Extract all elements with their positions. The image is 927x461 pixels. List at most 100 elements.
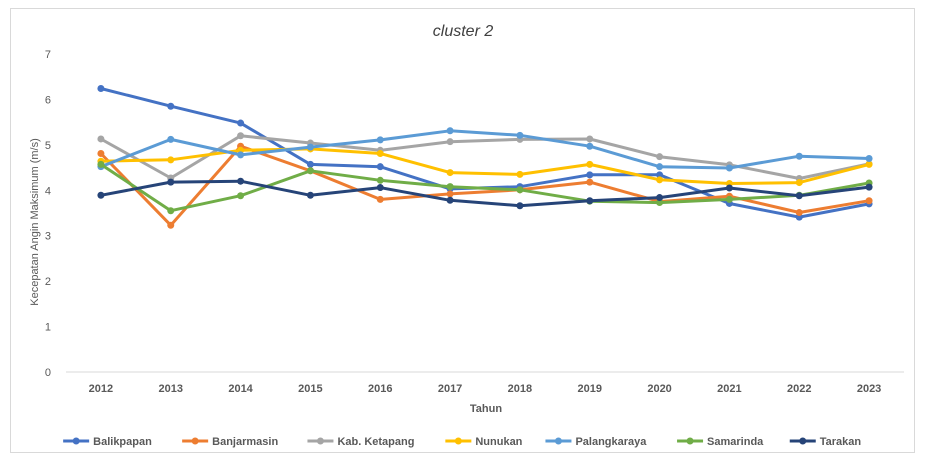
data-point [167, 156, 175, 164]
series-line [100, 179, 870, 208]
data-point [656, 176, 664, 184]
legend-swatch-marker [72, 437, 80, 445]
data-point [586, 135, 594, 143]
legend: Balikpapan Banjarmasin Kab. Ketapang Nunuka… [63, 436, 861, 448]
legend-swatch-marker [554, 437, 562, 445]
data-point [865, 183, 873, 191]
data-point [865, 160, 873, 168]
data-point [376, 149, 384, 157]
y-tick-label: 6 [45, 94, 51, 106]
data-point [725, 164, 733, 172]
data-point [97, 191, 105, 199]
data-point [656, 163, 664, 171]
data-point [376, 176, 384, 184]
x-tick-label: 2017 [438, 383, 462, 395]
data-point [656, 194, 664, 202]
data-point [237, 132, 245, 140]
legend-swatch-marker [191, 437, 199, 445]
data-point [795, 209, 803, 217]
data-point [376, 195, 384, 203]
legend-swatch-marker [686, 437, 694, 445]
data-point [97, 135, 105, 143]
y-tick-label: 1 [45, 322, 51, 334]
data-point [516, 186, 524, 194]
legend-label: Samarinda [707, 436, 764, 448]
data-point [237, 177, 245, 185]
series-line [99, 144, 870, 227]
y-tick-label: 2 [45, 276, 51, 288]
x-tick-label: 2013 [159, 383, 183, 395]
data-point [516, 202, 524, 210]
data-point [237, 119, 245, 127]
data-point [306, 167, 314, 175]
data-point [306, 191, 314, 199]
data-point [446, 169, 454, 177]
data-point [516, 170, 524, 178]
legend-label: Tarakan [820, 436, 862, 448]
data-point [865, 154, 873, 162]
data-point [167, 178, 175, 186]
legend-item: Samarinda [677, 436, 764, 448]
data-point [446, 183, 454, 191]
data-point [376, 136, 384, 144]
data-point [97, 160, 105, 168]
legend-item: Kab. Ketapang [307, 436, 414, 448]
legend-item: Nunukan [445, 436, 523, 448]
y-tick-label: 7 [45, 49, 51, 61]
y-axis: 0 1 2 3 4 5 6 7 [45, 49, 51, 379]
legend-swatch-marker [316, 437, 324, 445]
x-axis-title: Tahun [470, 403, 502, 415]
data-point [516, 131, 524, 139]
legend-label: Banjarmasin [212, 436, 278, 448]
data-point [167, 221, 175, 229]
x-tick-label: 2022 [787, 383, 811, 395]
series-banjarmasin [97, 142, 873, 229]
data-point [237, 192, 245, 200]
data-point [795, 152, 803, 160]
chart-title: cluster 2 [433, 23, 494, 40]
series-line [100, 129, 870, 170]
data-point [586, 197, 594, 205]
data-point [725, 184, 733, 192]
data-point [97, 149, 105, 157]
legend-item: Balikpapan [63, 436, 152, 448]
y-tick-label: 0 [45, 367, 51, 379]
data-point [97, 85, 105, 93]
data-point [656, 199, 664, 207]
x-axis: 2012 2013 2014 2015 2016 2017 2018 2019 2020 2021… [66, 371, 904, 395]
legend-label: Palangkaraya [575, 436, 647, 448]
data-point [865, 197, 873, 205]
data-point [167, 102, 175, 110]
data-point [586, 171, 594, 179]
data-point [586, 142, 594, 150]
data-point [446, 138, 454, 146]
data-point [586, 160, 594, 168]
data-point [376, 163, 384, 171]
legend-swatch-marker [799, 437, 807, 445]
x-tick-label: 2016 [368, 383, 392, 395]
y-tick-label: 3 [45, 231, 51, 243]
x-tick-label: 2023 [857, 383, 881, 395]
legend-item: Banjarmasin [182, 436, 278, 448]
data-point [376, 184, 384, 192]
series-line [100, 147, 870, 185]
legend-item: Palangkaraya [545, 436, 647, 448]
legend-label: Nunukan [475, 436, 522, 448]
legend-item: Tarakan [789, 436, 862, 448]
legend-swatch-marker [454, 437, 462, 445]
x-tick-label: 2018 [508, 383, 532, 395]
data-point [725, 195, 733, 203]
data-point [656, 153, 664, 161]
y-axis-title: Kecepatan Angin Maksimum (m/s) [29, 138, 41, 306]
data-point [795, 192, 803, 200]
x-tick-label: 2012 [89, 383, 113, 395]
series-tarakan [97, 177, 873, 210]
legend-label: Kab. Ketapang [337, 436, 414, 448]
y-tick-label: 5 [45, 140, 51, 152]
data-point [306, 143, 314, 151]
data-point [167, 207, 175, 215]
data-point [446, 190, 454, 198]
legend-label: Balikpapan [93, 436, 152, 448]
